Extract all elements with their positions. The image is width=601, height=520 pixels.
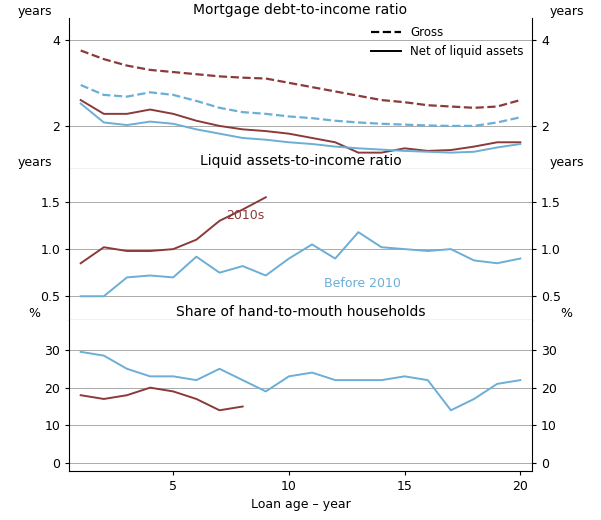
Text: 2010s: 2010s <box>227 209 264 222</box>
Text: Before 2010: Before 2010 <box>324 277 400 290</box>
Title: Liquid assets-to-income ratio: Liquid assets-to-income ratio <box>200 154 401 168</box>
Text: years: years <box>17 5 52 18</box>
Text: %: % <box>28 307 40 320</box>
Text: years: years <box>549 156 584 169</box>
X-axis label: Loan age – year: Loan age – year <box>251 498 350 511</box>
Text: years: years <box>549 5 584 18</box>
Title: Share of hand-to-mouth households: Share of hand-to-mouth households <box>175 305 426 319</box>
Text: %: % <box>561 307 573 320</box>
Text: years: years <box>17 156 52 169</box>
Legend: Gross, Net of liquid assets: Gross, Net of liquid assets <box>367 22 528 63</box>
Title: Mortgage debt-to-income ratio: Mortgage debt-to-income ratio <box>194 3 407 17</box>
